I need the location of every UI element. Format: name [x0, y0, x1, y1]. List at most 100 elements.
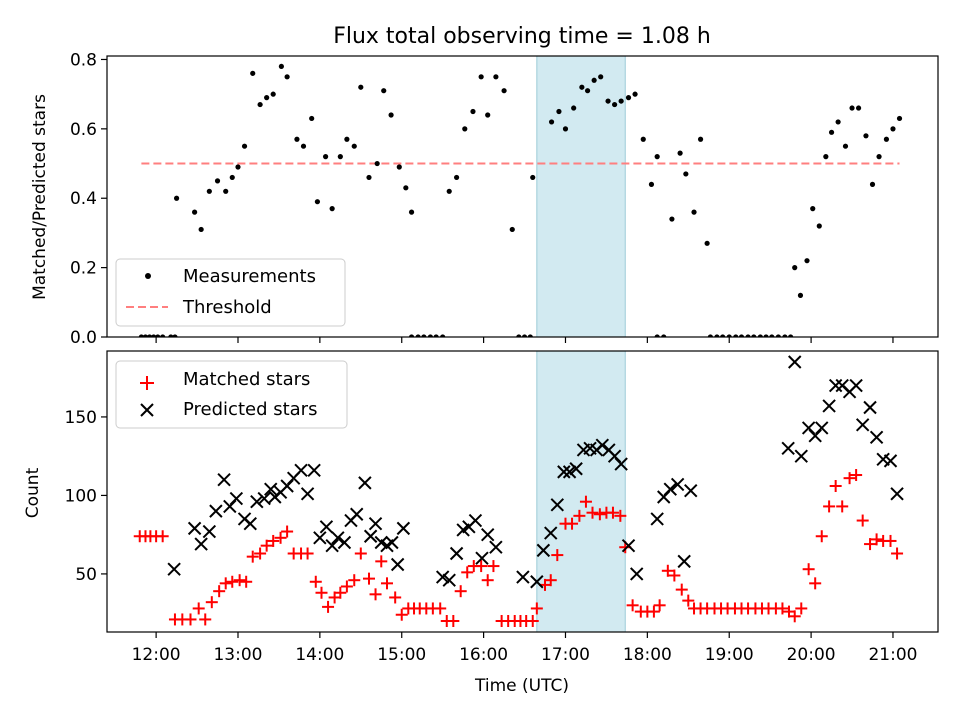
matched-star-point	[369, 588, 382, 601]
matched-star-point	[891, 547, 904, 560]
measurement-point	[146, 334, 153, 337]
predicted-star-point	[663, 482, 677, 496]
legend-marker-predicted	[140, 403, 154, 417]
measurement-point	[381, 88, 387, 94]
matched-star-point	[322, 600, 335, 613]
predicted-star-point	[350, 507, 364, 521]
measurement-point	[769, 334, 775, 337]
measurement-point	[775, 334, 781, 337]
legend-marker-matched	[140, 376, 154, 390]
predicted-star-mark-b	[815, 421, 829, 435]
predicted-star-point	[788, 355, 802, 369]
x-tick-label: 13:00	[213, 645, 262, 665]
predicted-star-mark-b	[781, 441, 795, 456]
measurement-point	[855, 105, 862, 111]
predicted-star-mark-b	[544, 526, 558, 540]
measurement-point	[374, 160, 380, 167]
y-tick-label: 50	[75, 565, 97, 585]
measurement-point	[501, 88, 507, 94]
predicted-star-mark-b	[350, 507, 364, 521]
measurement-point	[173, 195, 180, 201]
measurement-point	[683, 171, 689, 177]
matched-star-point	[260, 539, 273, 552]
predicted-star-mark-b	[788, 355, 802, 369]
x-tick-label: 17:00	[541, 645, 590, 665]
matched-star-point	[675, 583, 688, 596]
matched-star-point	[481, 574, 494, 587]
matched-star-point	[682, 594, 695, 607]
measurement-point	[714, 334, 720, 337]
measurement-point	[433, 334, 439, 337]
matched-star-point	[354, 547, 367, 560]
measurement-point	[654, 334, 660, 337]
matched-star-point	[375, 555, 388, 568]
matched-star-point	[802, 563, 815, 576]
matched-star-point	[454, 585, 467, 598]
measurement-point	[478, 74, 484, 80]
predicted-star-point	[358, 476, 372, 490]
measurement-point	[757, 334, 763, 337]
predicted-star-mark-b	[202, 524, 217, 539]
matched-star-point	[829, 480, 842, 493]
measurement-point	[257, 101, 263, 108]
predicted-star-mark-b	[294, 463, 308, 478]
measurement-point	[151, 334, 157, 337]
predicted-star-point	[475, 551, 489, 565]
predicted-star-mark-b	[562, 465, 577, 479]
x-tick-label: 16:00	[459, 645, 508, 665]
measurement-point	[198, 226, 204, 233]
predicted-star-point	[363, 529, 378, 543]
measurement-point	[548, 119, 555, 125]
matched-star-point	[395, 608, 408, 621]
measurement-point	[632, 91, 638, 97]
matched-star-point	[381, 577, 394, 590]
predicted-star-mark-b	[209, 504, 223, 518]
measurement-point	[618, 98, 624, 104]
predicted-star-mark-b	[358, 476, 372, 490]
predicted-star-point	[883, 454, 898, 468]
measurement-point	[408, 334, 415, 337]
predicted-star-mark-b	[516, 570, 530, 584]
matched-star-point	[362, 572, 375, 585]
measurement-point	[366, 174, 372, 181]
legend-marker-measurements	[145, 273, 151, 279]
measurement-point	[883, 136, 890, 142]
measurement-point	[168, 334, 174, 337]
y-tick-label: 0.4	[70, 189, 97, 209]
measurement-point	[763, 334, 769, 337]
predicted-star-mark-b	[869, 430, 884, 445]
predicted-star-mark-b	[194, 537, 208, 551]
predicted-star-point	[243, 516, 257, 531]
predicted-star-mark-b	[663, 482, 677, 496]
predicted-star-point	[331, 531, 345, 545]
bottom-highlight-span	[536, 350, 626, 633]
top-x-ticks	[155, 337, 894, 343]
predicted-star-mark-b	[331, 531, 345, 545]
measurement-point	[322, 154, 329, 160]
measurement-point	[648, 181, 655, 187]
matched-star-point	[776, 602, 789, 615]
predicted-star-point	[449, 546, 464, 561]
predicted-star-point	[621, 538, 636, 553]
matched-star-point	[334, 586, 347, 599]
predicted-star-point	[489, 540, 503, 554]
predicted-star-mark-b	[621, 538, 636, 553]
legend-label-predicted: Predicted stars	[183, 399, 317, 420]
matched-star-point	[870, 533, 883, 546]
y-tick-label: 150	[65, 408, 97, 428]
measurement-point	[738, 334, 745, 337]
predicted-star-point	[250, 494, 264, 509]
bottom-x-axis: 12:00 13:00 14:00 15:00 16:00 17:00 18:00 19:00…	[132, 632, 917, 665]
predicted-star-point	[435, 570, 450, 584]
measurement-point	[388, 112, 394, 118]
predicted-star-point	[794, 449, 808, 463]
matched-star-point	[579, 495, 592, 508]
bottom-legend-box	[115, 360, 348, 429]
predicted-star-mark-b	[374, 535, 388, 550]
matched-star-point	[884, 534, 897, 547]
predicted-star-point	[209, 504, 223, 518]
measurement-point	[138, 334, 144, 337]
measurement-point	[462, 126, 468, 132]
matched-star-point	[219, 577, 232, 590]
